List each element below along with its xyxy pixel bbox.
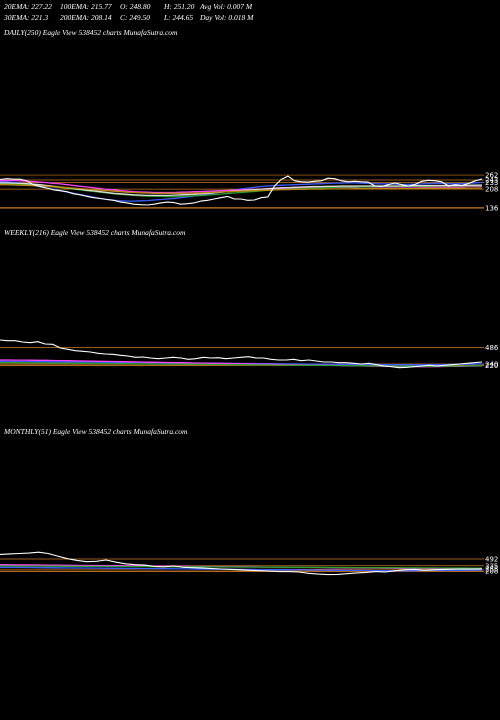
weekly-level-label-240: 240 <box>485 361 498 369</box>
monthly-level-label-255: 255 <box>485 566 498 574</box>
daily-series-line-0 <box>0 175 483 206</box>
daily-level-label-262: 262 <box>485 172 498 180</box>
monthly-level-label-492: 492 <box>485 556 498 564</box>
header-30ema: 30EMA: 221.3 <box>4 13 49 22</box>
header-high: H: 251.20 <box>164 2 195 11</box>
weekly-series-line-3 <box>0 362 483 367</box>
weekly-series-line-0 <box>0 339 483 369</box>
header-200ema: 200EMA: 208.14 <box>60 13 112 22</box>
header-20ema: 20EMA: 227.22 <box>4 2 52 11</box>
weekly-level-label-486: 486 <box>485 344 499 352</box>
monthly-series-line-0 <box>0 551 483 576</box>
daily-level-label-243: 243 <box>485 177 498 185</box>
daily-series-line-5 <box>0 184 482 194</box>
weekly-panel-title: WEEKLY(216) Eagle View 538452 charts Mun… <box>4 228 186 237</box>
monthly-panel-title: MONTHLY(51) Eagle View 538452 charts Mun… <box>4 427 188 436</box>
header-row-1: 20EMA: 227.22 100EMA: 215.77 O: 248.80 H… <box>4 2 494 12</box>
daily-panel-title: DAILY(250) Eagle View 538452 charts Muna… <box>4 28 178 37</box>
weekly-level-label-220: 220 <box>485 362 498 370</box>
header-100ema: 100EMA: 215.77 <box>60 2 112 11</box>
daily-level-label-136: 136 <box>485 204 499 212</box>
header-open: O: 248.80 <box>120 2 151 11</box>
monthly-level-label-208: 208 <box>485 568 498 576</box>
header-low: L: 244.65 <box>164 13 194 22</box>
monthly-level-label-335: 335 <box>485 562 498 570</box>
daily-level-label-208: 208 <box>485 186 498 194</box>
monthly-series-line-3 <box>0 565 482 569</box>
daily-level-label-233: 233 <box>485 179 498 187</box>
header-close: C: 249.50 <box>120 13 150 22</box>
header-row-2: 30EMA: 221.3 200EMA: 208.14 C: 249.50 L:… <box>4 13 494 23</box>
header-avg-vol: Avg Vol: 0.007 M <box>200 2 253 11</box>
header-day-vol: Day Vol: 0.018 M <box>200 13 254 22</box>
